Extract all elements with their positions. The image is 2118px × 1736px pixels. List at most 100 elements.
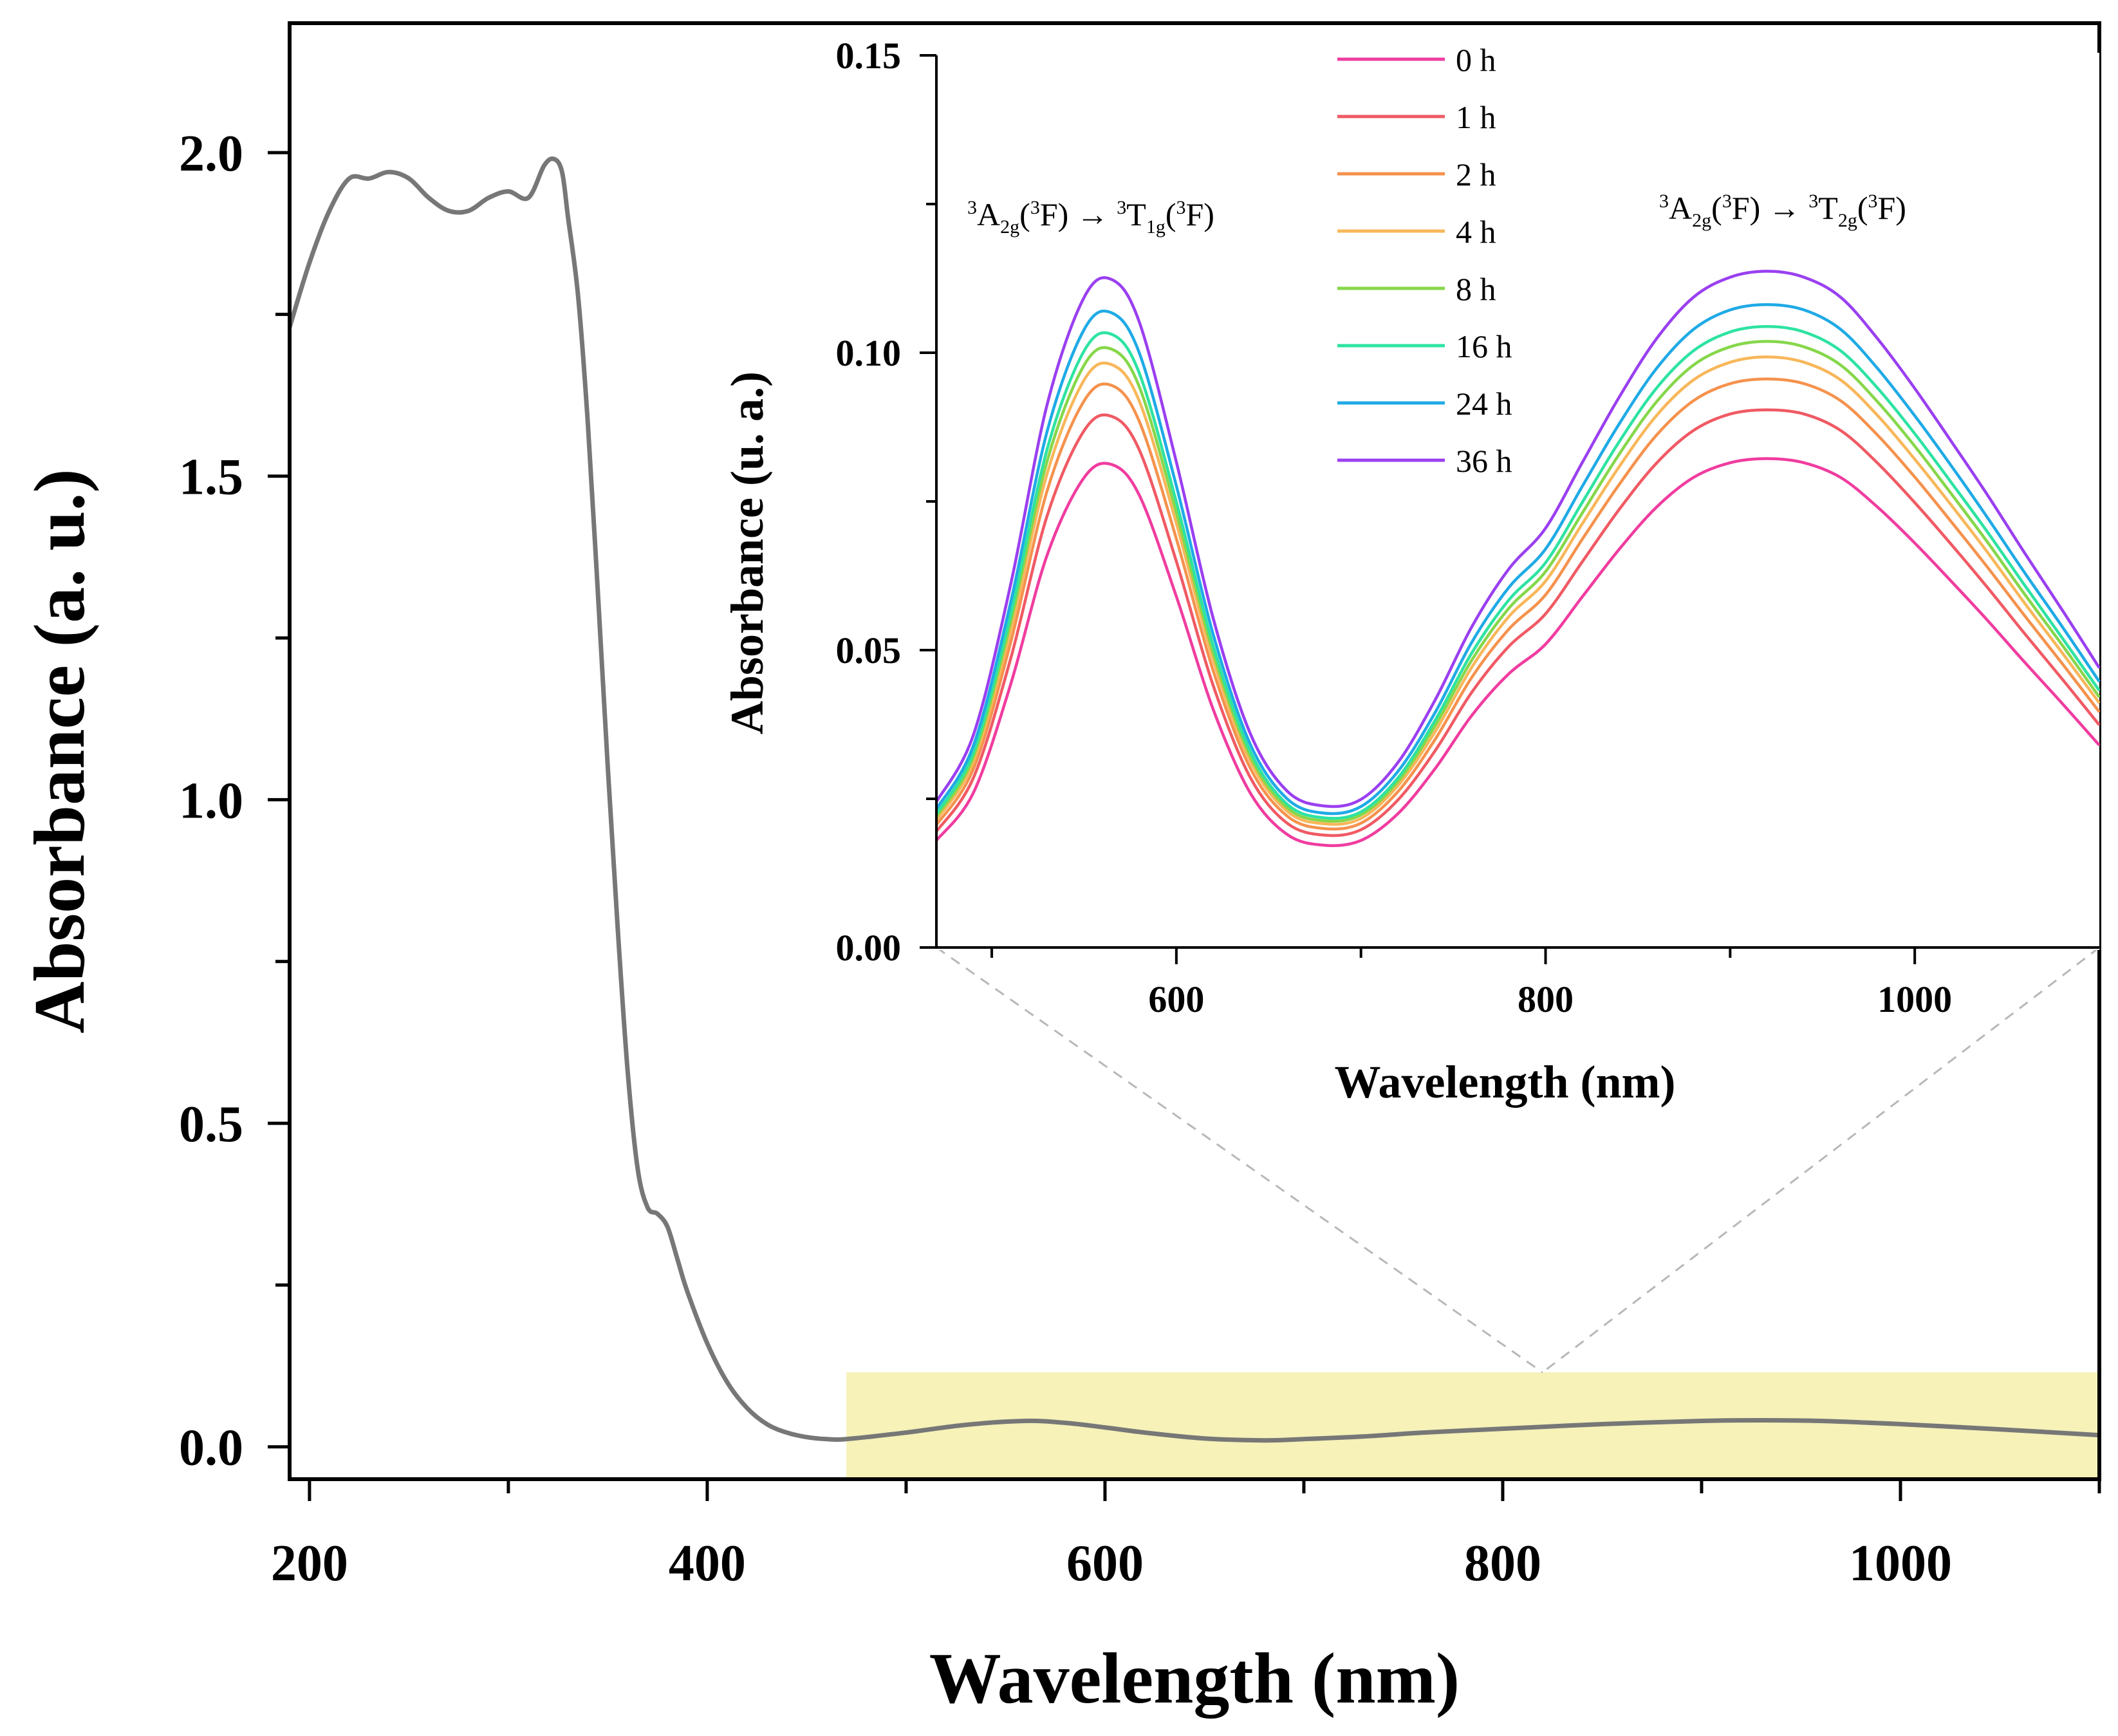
main-x-tick-label: 800 [1464,1535,1541,1592]
annotation-glyph: F [1040,196,1058,232]
inset-axes [920,54,2099,964]
annotation-glyph: 3 [1030,197,1040,218]
annotation-glyph: → [1769,190,1801,226]
main-y-tick-label: 0.5 [179,1096,243,1153]
annotation-glyph [1109,196,1117,232]
inset-series-lines [935,270,2101,847]
annotation-glyph: ) [1750,190,1761,226]
inset-y-tick-label: 0.15 [836,35,902,77]
main-axis-ticks [268,151,2101,1501]
inset-x-tick-label: 800 [1518,978,1574,1020]
inset-x-axis-title: Wavelength (nm) [1335,1056,1676,1108]
main-y-tick-label: 0.0 [179,1420,243,1477]
main-x-tick-labels: 200 400 600 800 1000 [271,1535,1952,1592]
annotation-glyph: g [1848,210,1857,231]
legend-label: 2 h [1456,156,1496,192]
inset-y-tick-label: 0.10 [836,332,902,374]
inset-chart: 600 800 1000 0.00 0.05 0.10 0.15 Wavelength (… [721,35,2101,1108]
annotation-glyph [1801,190,1809,226]
annotation-glyph: 3 [1176,197,1185,218]
inset-y-axis-title: Absorbance (u. a.) [721,371,773,734]
annotation-glyph: ) [1203,196,1214,232]
inset-series-8h [935,340,2101,823]
annotation-glyph: g [1010,216,1019,238]
inset-series-1h [935,408,2101,837]
annotation-glyph: 3 [967,197,977,218]
main-x-tick-label: 200 [271,1535,348,1592]
inset-series-16h [935,325,2101,820]
legend-label: 24 h [1456,386,1512,422]
legend-item: 16 h [1337,328,1512,364]
inset-series-2h [935,377,2101,831]
annotation-glyph: → [1077,196,1109,232]
legend-label: 16 h [1456,328,1512,364]
inset-annotations: 3A2g(3F) → 3T1g(3F) 3A2g(3F) → 3T2g(3F) [967,190,1906,238]
inset-x-tick-labels: 600 800 1000 [1148,978,1952,1020]
main-y-tick-label: 2.0 [179,126,243,182]
annotation-glyph: 2 [1000,216,1010,238]
legend-label: 1 h [1456,99,1496,135]
inset-x-tick-label: 1000 [1877,978,1952,1020]
main-x-tick-label: 600 [1066,1535,1144,1592]
annotation-glyph: 1 [1146,216,1156,238]
annotation-glyph: F [1185,196,1203,232]
main-y-tick-label: 1.5 [179,449,243,506]
legend-label: 8 h [1456,271,1496,307]
annotation-glyph: ( [1019,196,1030,232]
main-x-tick-label: 1000 [1849,1535,1952,1592]
zoom-connectors [936,946,2100,1374]
main-spectrum-line [287,156,2100,1443]
legend-item: 1 h [1337,99,1496,135]
annotation-glyph: 3 [1808,191,1818,212]
annotation-glyph [1068,196,1077,232]
annotation-glyph [1760,190,1769,226]
annotation-glyph: ( [1857,190,1868,226]
inset-y-tick-label: 0.00 [836,927,902,969]
annotation-transition-1: 3A2g(3F) → 3T1g(3F) [967,196,1214,238]
annotation-glyph: T [1126,196,1146,232]
annotation-glyph: 3 [1117,197,1126,218]
annotation-glyph: 2 [1692,210,1702,231]
annotation-glyph: 3 [1659,191,1669,212]
inset-x-tick-label: 600 [1148,978,1204,1020]
main-x-tick-label: 400 [669,1535,746,1592]
annotation-glyph: 3 [1722,191,1732,212]
annotation-glyph: F [1732,190,1750,226]
zoom-connector-right [1541,946,2100,1374]
main-y-tick-label: 1.0 [179,772,243,829]
annotation-glyph: 2 [1838,210,1848,231]
legend-label: 4 h [1456,214,1496,250]
annotation-glyph: ) [1058,196,1069,232]
legend-item: 8 h [1337,271,1496,307]
inset-series-36h [935,270,2101,808]
annotation-glyph: ( [1166,196,1176,232]
annotation-transition-2: 3A2g(3F) → 3T2g(3F) [1659,190,1906,231]
annotation-glyph: A [977,196,1000,232]
annotation-glyph: T [1818,190,1838,226]
annotation-glyph: ( [1711,190,1722,226]
legend-item: 4 h [1337,214,1496,250]
annotation-glyph: F [1877,190,1895,226]
inset-series-0h [935,457,2101,847]
main-x-axis-title: Wavelength (nm) [929,1639,1460,1719]
annotation-glyph: g [1702,210,1711,231]
annotation-glyph: A [1669,190,1692,226]
legend-item: 0 h [1337,42,1496,78]
inset-y-tick-label: 0.05 [836,630,902,671]
inset-y-tick-labels: 0.00 0.05 0.10 0.15 [836,35,902,969]
inset-series-24h [935,303,2101,816]
legend-label: 0 h [1456,42,1496,78]
main-y-axis-title: Absorbance (a. u.) [20,469,100,1033]
annotation-glyph: ) [1895,190,1906,226]
annotation-glyph: g [1156,216,1166,238]
legend-label: 36 h [1456,443,1512,479]
legend-item: 2 h [1337,156,1496,192]
legend-item: 24 h [1337,386,1512,422]
inset-background [936,53,2099,950]
main-y-tick-labels: 0.0 0.5 1.0 1.5 2.0 [179,126,243,1477]
annotation-glyph: 3 [1868,191,1877,212]
main-chart: 200 400 600 800 1000 0.0 0.5 1.0 1.5 2.0 Wavelen… [20,21,2101,1719]
zoom-connector-left [936,946,1543,1374]
inset-series-4h [935,355,2101,826]
